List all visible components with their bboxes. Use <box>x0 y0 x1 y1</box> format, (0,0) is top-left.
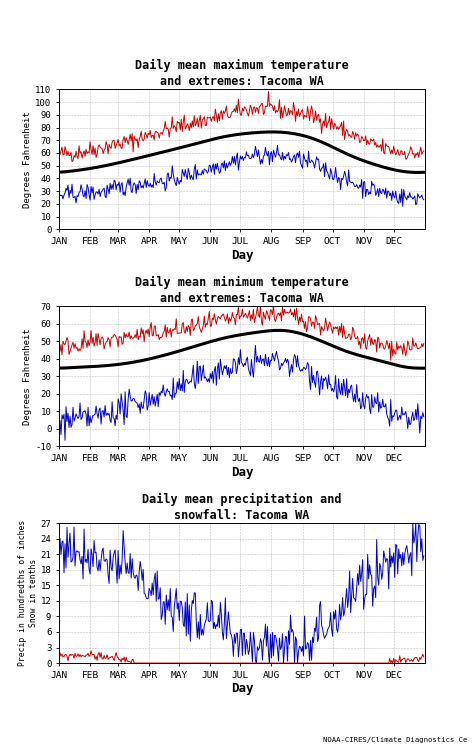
Y-axis label: Precip in hundredths of inches
Snow in tenths: Precip in hundredths of inches Snow in t… <box>18 520 38 666</box>
Y-axis label: Degrees Fahrenheit: Degrees Fahrenheit <box>24 328 33 425</box>
Title: Daily mean minimum temperature
and extremes: Tacoma WA: Daily mean minimum temperature and extre… <box>135 276 349 305</box>
X-axis label: Day: Day <box>231 466 253 478</box>
Text: NOAA-CIRES/Climate Diagnostics Ce: NOAA-CIRES/Climate Diagnostics Ce <box>323 737 467 743</box>
Title: Daily mean maximum temperature
and extremes: Tacoma WA: Daily mean maximum temperature and extre… <box>135 59 349 88</box>
X-axis label: Day: Day <box>231 249 253 261</box>
X-axis label: Day: Day <box>231 682 253 696</box>
Y-axis label: Degrees Fahrenheit: Degrees Fahrenheit <box>24 111 33 208</box>
Title: Daily mean precipitation and
snowfall: Tacoma WA: Daily mean precipitation and snowfall: T… <box>142 493 342 522</box>
